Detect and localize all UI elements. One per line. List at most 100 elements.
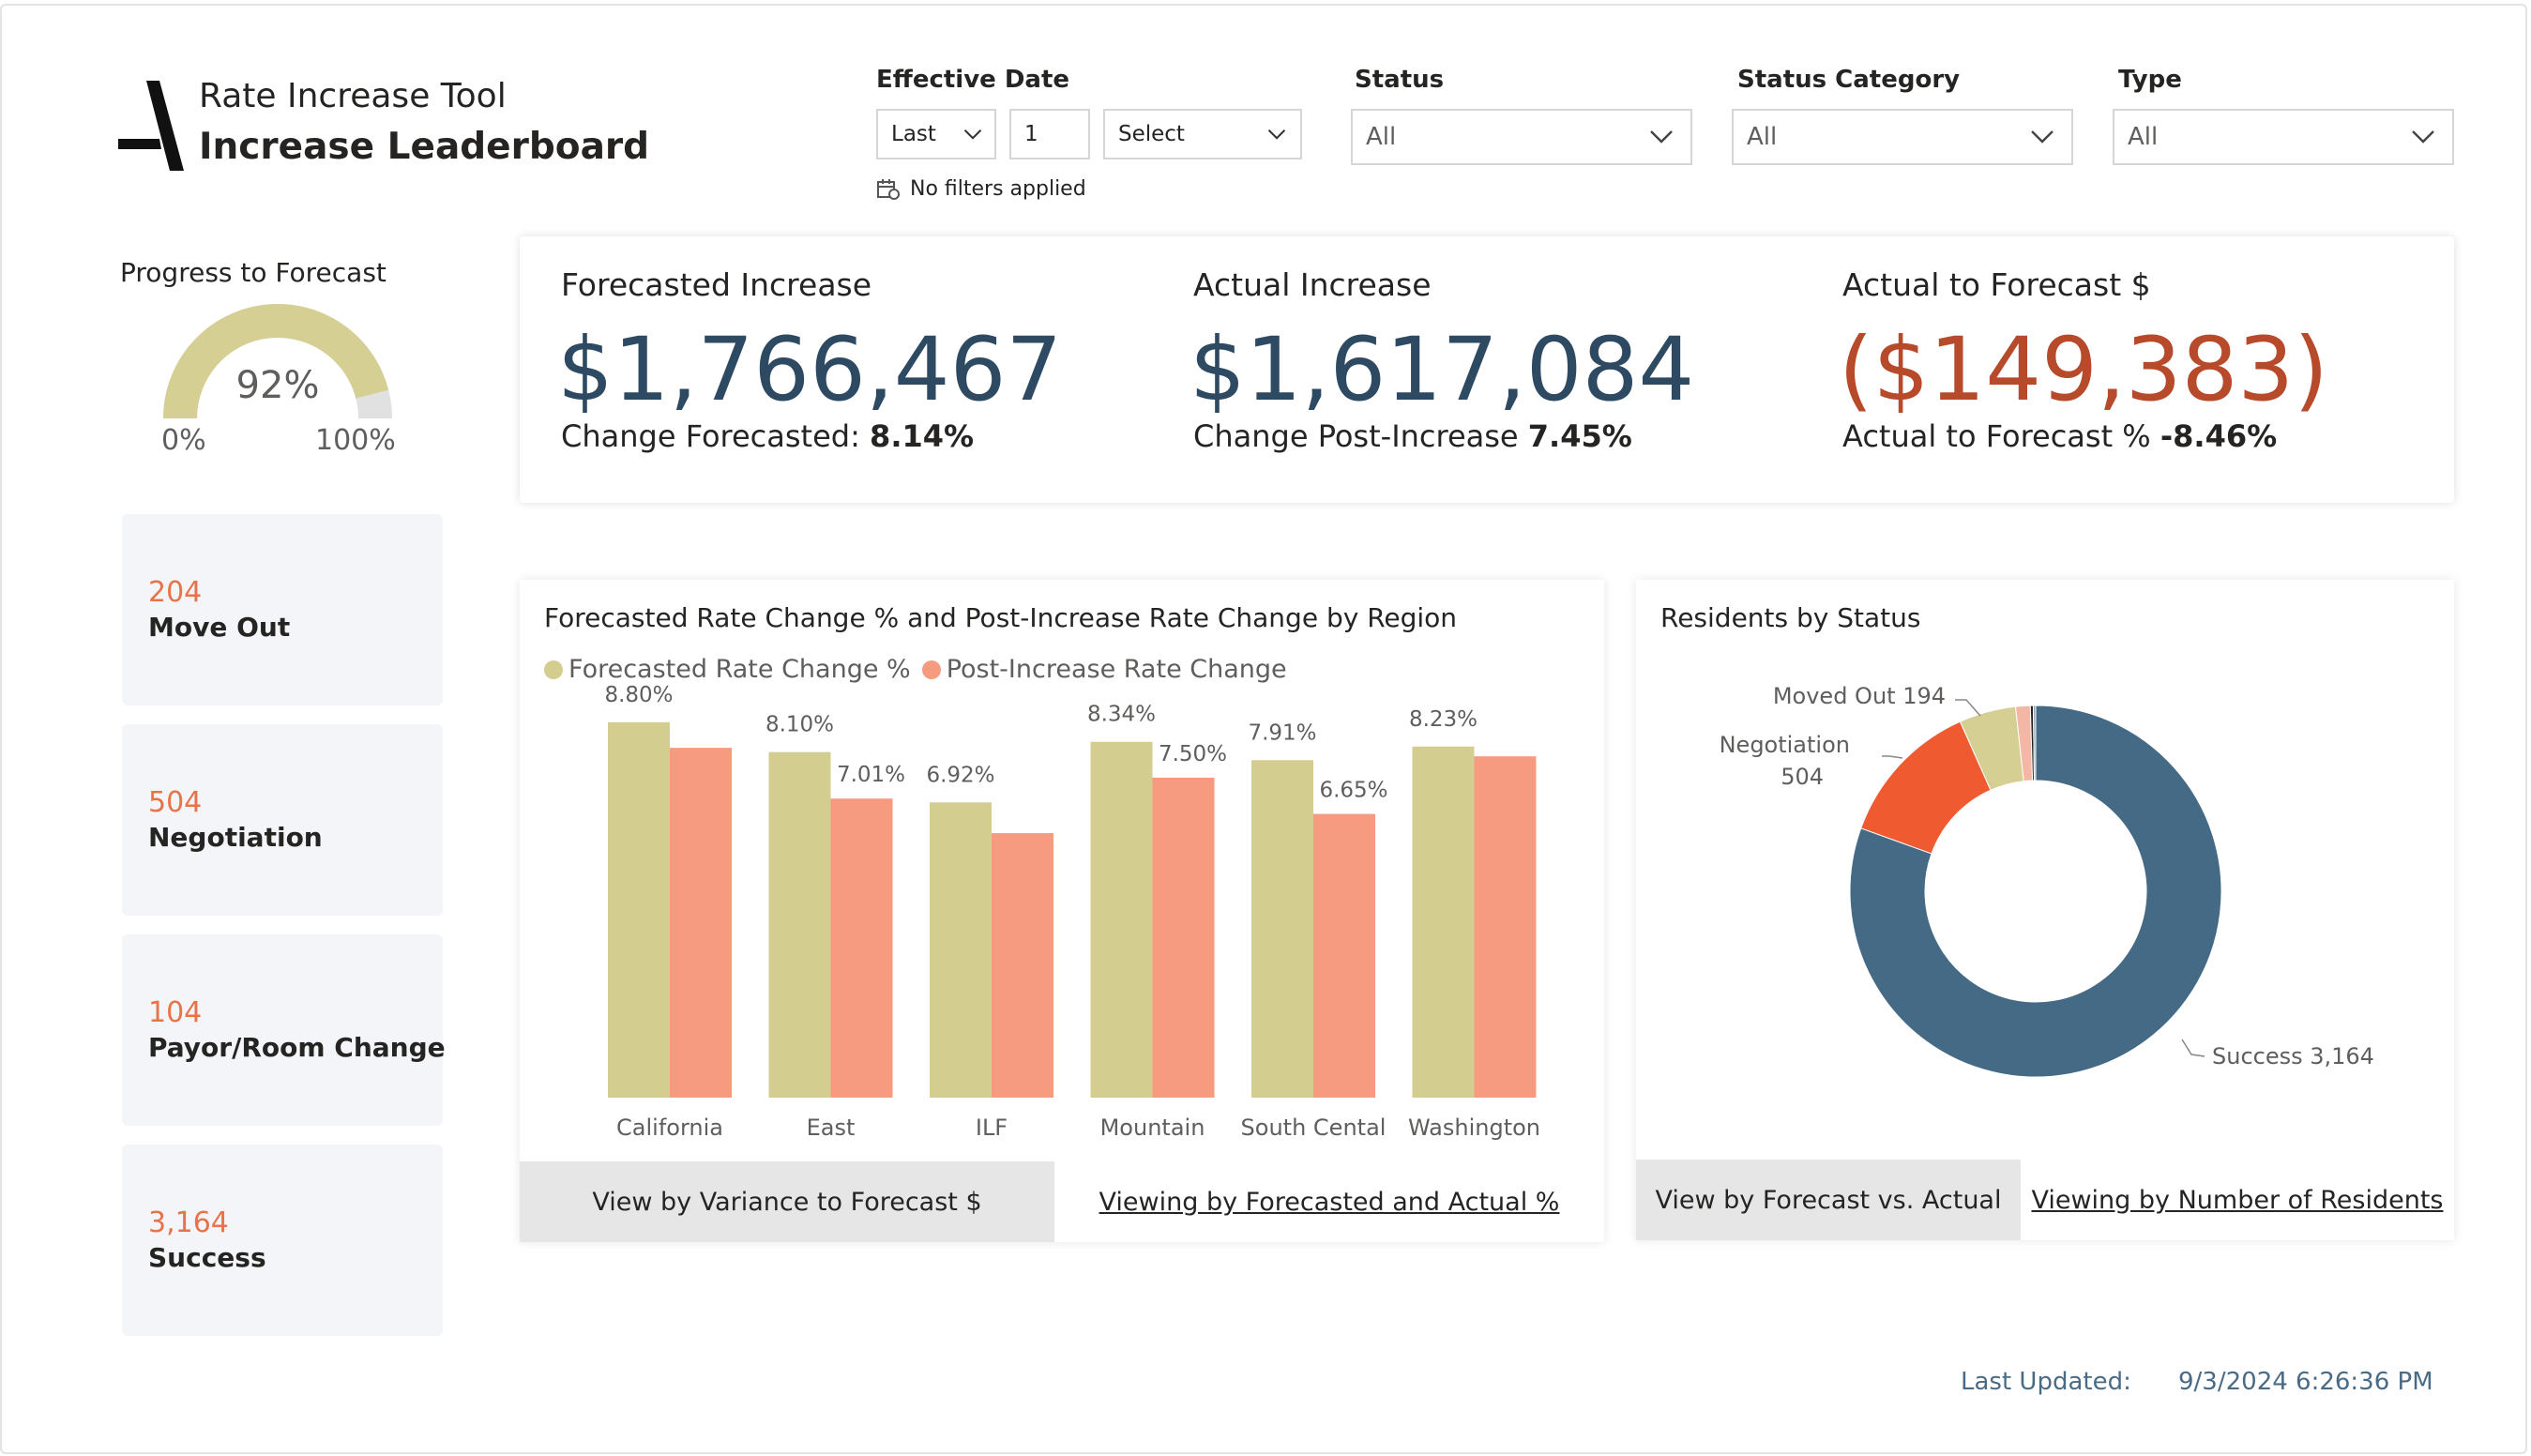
kpi-panel: Forecasted Increase $1,766,467 Change Fo… [520,236,2454,503]
data-label-background [833,759,909,790]
date-count-input[interactable]: 1 [1009,109,1090,159]
data-label: 8.80% [604,683,673,707]
actual-increase-title: Actual Increase [1193,266,1432,303]
last-updated-label: Last Updated: [1961,1368,2131,1396]
no-filters-text: No filters applied [910,177,1086,201]
category-tick-label: Mountain [1100,1115,1205,1141]
card-count: 204 [148,576,203,609]
card-label: Negotiation [148,822,323,853]
bar-post-increase[interactable] [830,798,893,1098]
data-label: 6.65% [1319,779,1387,803]
donut-leader-line [1955,699,1981,717]
view-by-variance-button[interactable]: View by Variance to Forecast $ [520,1161,1054,1242]
date-period-value: Last [891,122,936,146]
bar-forecasted[interactable] [768,751,831,1098]
chevron-down-icon [1267,129,1286,140]
residents-donut-panel: Residents by Status Success 3,164 Negotia… [1636,580,2454,1240]
donut-data-label: Success 3,164 [2212,1043,2374,1069]
bar-post-increase[interactable] [992,833,1053,1098]
donut-slice-success[interactable] [1849,705,2222,1078]
data-label: 8.34% [1087,703,1156,727]
bar-post-increase[interactable] [1313,813,1375,1098]
date-unit-dropdown[interactable]: Select [1103,109,1302,159]
donut-chart-title: Residents by Status [1660,602,1921,633]
legend-item-forecasted: Forecasted Rate Change % [544,655,911,684]
data-label: 7.01% [837,763,905,787]
bar-forecasted[interactable] [1412,746,1475,1098]
chevron-down-icon [1650,130,1673,144]
last-updated-value: 9/3/2024 6:26:36 PM [2178,1368,2433,1396]
category-tick-label: California [616,1115,723,1141]
app-title: Rate Increase Tool [199,77,507,115]
bar-chart-legend: Forecasted Rate Change % Post-Increase R… [544,655,1298,684]
actual-increase-value: $1,617,084 [1190,319,1695,421]
data-label: 8.10% [765,713,834,737]
donut-leader-line [1882,755,1903,759]
actual-change-label: Change Post-Increase [1193,418,1519,454]
data-label-background [1316,774,1391,805]
forecasted-change: Change Forecasted: 8.14% [561,418,974,454]
card-label: Payor/Room Change [148,1032,446,1063]
variance-percent-label: Actual to Forecast % [1842,418,2151,454]
forecasted-increase-value: $1,766,467 [557,319,1063,421]
gauge-value: 92% [235,364,320,407]
status-card-payor-room-change[interactable]: 104 Payor/Room Change [122,934,446,1126]
donut-data-label: Moved Out 194 [1773,683,1946,709]
card-count: 104 [148,996,203,1029]
date-count-value: 1 [1024,122,1038,146]
date-unit-value: Select [1118,122,1185,146]
legend-dot-forecasted [544,660,563,679]
category-tick-label: East [807,1115,856,1141]
bar-forecasted[interactable] [608,721,670,1098]
status-card-success[interactable]: 3,164 Success [122,1145,443,1336]
view-by-forecast-actual-button[interactable]: View by Forecast vs. Actual [1636,1160,2021,1240]
status-card-move-out[interactable]: 204 Move Out [122,514,443,705]
effective-date-label: Effective Date [876,66,1070,94]
report-frame [0,4,2527,1454]
type-dropdown[interactable]: All [2113,109,2454,165]
bar-post-increase[interactable] [1152,777,1215,1098]
viewing-number-residents-link[interactable]: Viewing by Number of Residents [2031,1185,2444,1215]
data-label: 6.92% [926,763,994,787]
status-category-dropdown[interactable]: All [1732,109,2073,165]
type-filter-label: Type [2118,66,2182,94]
donut-leader-line [2181,1039,2205,1057]
page-title: Increase Leaderboard [199,126,650,168]
bar-forecasted[interactable] [1090,741,1153,1098]
bar-post-increase[interactable] [670,748,732,1098]
donut-slice-other-2[interactable] [2032,705,2037,781]
type-value: All [2128,123,2159,151]
legend-dot-post-increase [921,660,941,679]
legend-label-post-increase: Post-Increase Rate Change [946,655,1287,684]
bar-post-increase[interactable] [1474,756,1537,1098]
forecasted-change-value: 8.14% [870,418,975,454]
bar-forecasted[interactable] [1251,760,1313,1098]
brand-logo-icon [118,81,184,171]
viewing-forecasted-actual-link[interactable]: Viewing by Forecasted and Actual % [1099,1187,1560,1217]
calendar-filter-icon [877,178,900,200]
card-label: Success [148,1242,266,1273]
bar-chart-title: Forecasted Rate Change % and Post-Increa… [544,602,1458,633]
gauge-title: Progress to Forecast [120,257,386,288]
forecasted-change-label: Change Forecasted: [561,418,860,454]
status-filter-label: Status [1355,66,1445,94]
variance-title: Actual to Forecast $ [1842,266,2151,303]
data-label-background [1155,737,1231,768]
donut-chart-plot: Success 3,164 Negotiation 504 Moved Out 194 [1720,683,2374,1078]
chevron-down-icon [963,129,982,140]
category-tick-label: Washington [1408,1115,1540,1141]
chevron-down-icon [2031,130,2054,144]
status-dropdown[interactable]: All [1351,109,1692,165]
card-count: 504 [148,786,203,819]
category-tick-label: South Cental [1241,1115,1387,1141]
status-category-value: All [1747,123,1778,151]
status-card-negotiation[interactable]: 504 Negotiation [122,724,443,916]
date-period-dropdown[interactable]: Last [876,109,996,159]
variance-percent-value: -8.46% [2160,418,2278,454]
donut-data-label: 504 [1781,764,1824,790]
status-value: All [1366,123,1397,151]
data-label: 7.50% [1159,742,1227,766]
bar-forecasted[interactable] [930,802,992,1098]
data-label: 7.91% [1248,720,1316,745]
